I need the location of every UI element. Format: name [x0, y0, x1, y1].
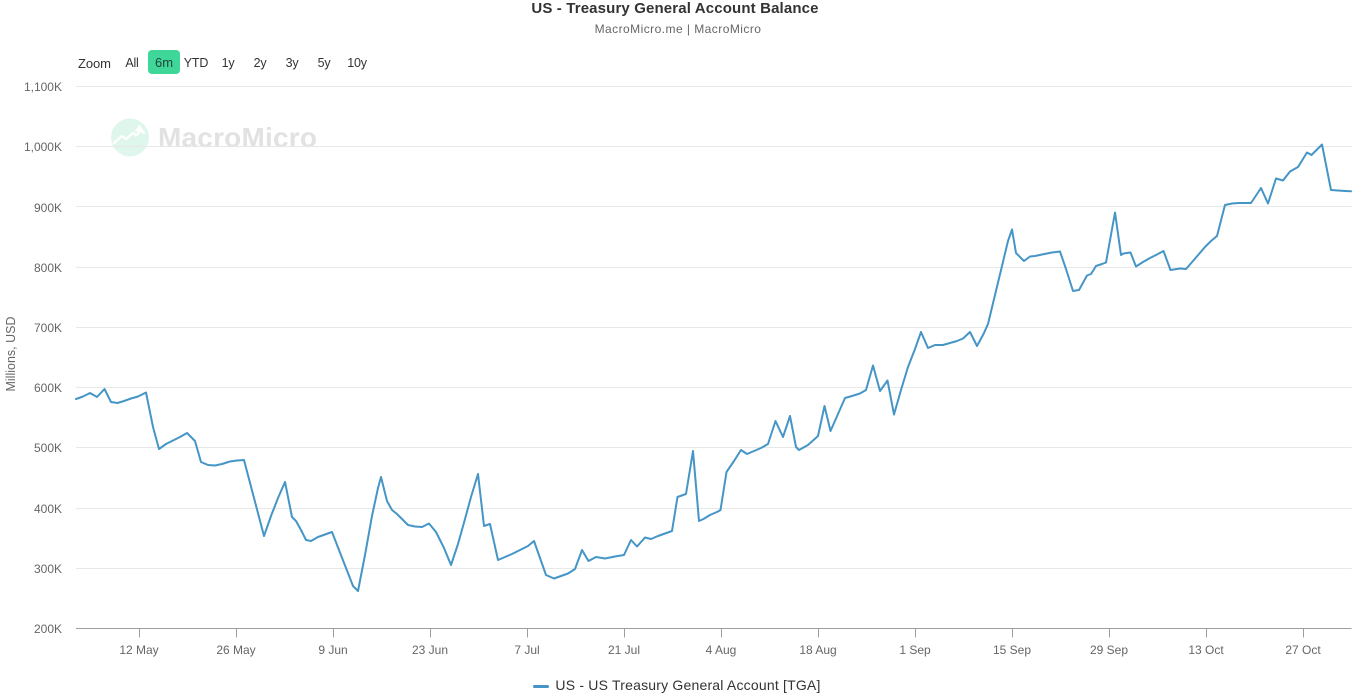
svg-text:MacroMicro: MacroMicro [158, 122, 317, 153]
